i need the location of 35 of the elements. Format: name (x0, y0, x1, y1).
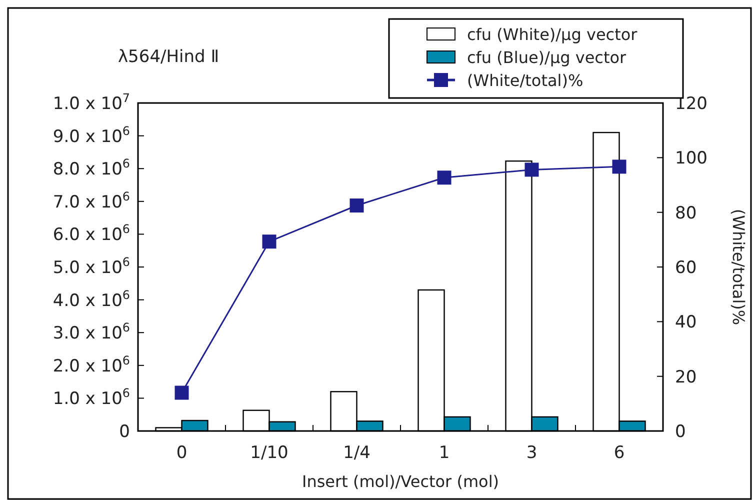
y2-tick-label: 60 (675, 258, 697, 278)
chart-title: λ564/Hind Ⅱ (118, 47, 220, 67)
x-tick-label: 1/10 (250, 443, 288, 463)
y-tick-label: 4.0 x 10$^{6}$ (52, 288, 130, 311)
y2-tick-label: 100 (675, 148, 708, 169)
y-tick-label: 1.0 x 10$^{7}$ (52, 91, 130, 114)
x-axis-title: Insert (mol)/Vector (mol) (302, 472, 500, 491)
y-tick-label: 0 (119, 422, 130, 442)
y-tick-label: 6.0 x 10$^{6}$ (52, 222, 130, 246)
y-tick-label: 7.0 x 10$^{6}$ (52, 189, 130, 212)
x-tick-label: 0 (176, 443, 188, 463)
point (437, 170, 452, 185)
y-tick-label: 2.0 x 10$^{6}$ (52, 353, 130, 376)
x-tick-label: 1 (438, 443, 450, 463)
y-tick-label: 1.0 x 10$^{6}$ (52, 386, 130, 410)
legend-label: (White/total)% (467, 71, 584, 90)
y-tick-label: 5.0 x 10$^{6}$ (52, 255, 130, 278)
x-tick-label: 6 (614, 443, 625, 463)
point (262, 234, 276, 249)
point (524, 162, 539, 177)
x-tick-label: 3 (526, 443, 538, 463)
legend-label: cfu (White)/μg vector (467, 25, 638, 44)
y-tick-label: 9.0 x 10$^{6}$ (52, 124, 130, 147)
y2-tick-label: 0 (675, 422, 686, 442)
y-tick-label: 3.0 x 10$^{6}$ (52, 320, 130, 344)
y-tick-label: 8.0 x 10$^{6}$ (52, 156, 130, 180)
point (612, 160, 626, 174)
y2-tick-label: 40 (675, 312, 697, 333)
point (174, 386, 189, 400)
y2-axis-title: (White/total)% (729, 208, 748, 326)
x-tick-label: 1/4 (343, 443, 370, 463)
legend-label: cfu (Blue)/μg vector (467, 48, 627, 67)
y2-tick-label: 80 (675, 203, 697, 224)
y2-tick-label: 20 (675, 367, 697, 388)
point (350, 198, 364, 212)
